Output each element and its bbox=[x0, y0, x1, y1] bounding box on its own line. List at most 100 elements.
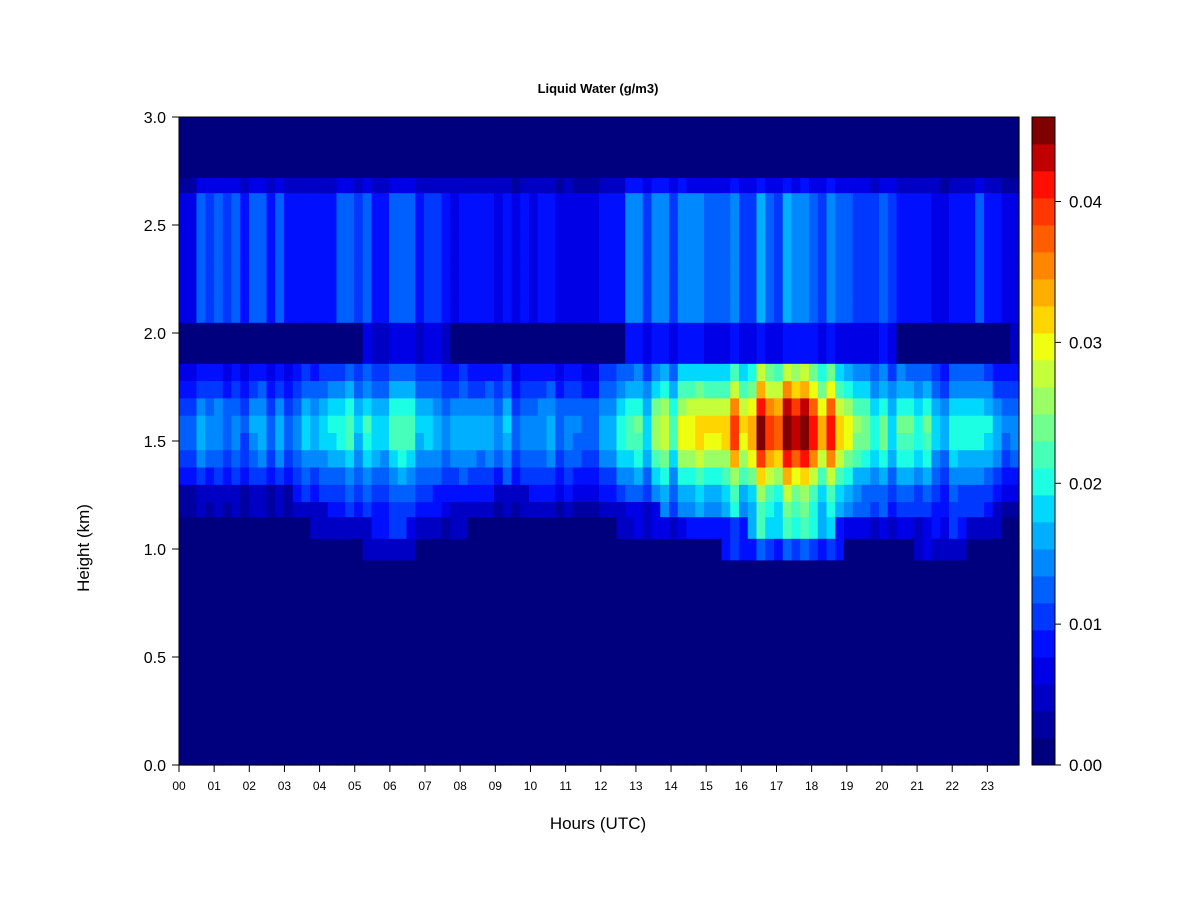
heatmap-cell bbox=[616, 449, 626, 468]
heatmap-cell bbox=[537, 214, 548, 237]
heatmap-cell bbox=[809, 466, 819, 485]
heatmap-cell bbox=[774, 117, 784, 179]
heatmap-cell bbox=[730, 322, 740, 345]
heatmap-cell bbox=[354, 214, 364, 237]
heatmap-cell bbox=[607, 343, 618, 364]
heatmap-cell bbox=[275, 192, 285, 215]
heatmap-cell bbox=[502, 279, 513, 302]
heatmap-cell bbox=[485, 322, 495, 345]
heatmap-cell bbox=[555, 484, 565, 503]
heatmap-cell bbox=[327, 397, 338, 416]
heatmap-cell bbox=[240, 117, 250, 179]
heatmap-cell bbox=[686, 235, 696, 258]
x-tick-label: 22 bbox=[946, 779, 960, 793]
heatmap-cell bbox=[826, 363, 836, 382]
heatmap-cell bbox=[905, 635, 915, 766]
heatmap-cell bbox=[835, 415, 845, 433]
heatmap-cell bbox=[476, 257, 486, 280]
heatmap-cell bbox=[494, 484, 504, 503]
heatmap-cell bbox=[354, 635, 364, 766]
heatmap-cell bbox=[266, 214, 276, 237]
heatmap-cell bbox=[240, 192, 250, 215]
heatmap-cell bbox=[371, 363, 381, 382]
heatmap-cell bbox=[992, 501, 1003, 518]
heatmap-cell bbox=[844, 343, 854, 364]
heatmap-cell bbox=[459, 397, 469, 416]
heatmap-cell bbox=[940, 516, 950, 539]
heatmap-cell bbox=[249, 501, 259, 518]
heatmap-cell bbox=[957, 559, 968, 636]
heatmap-cell bbox=[537, 192, 548, 215]
heatmap-cell bbox=[1010, 177, 1020, 194]
chart-title: Liquid Water (g/m3) bbox=[538, 81, 659, 96]
heatmap-cell bbox=[677, 466, 688, 485]
heatmap-cell bbox=[616, 432, 626, 451]
heatmap-cell bbox=[870, 415, 880, 433]
colorbar-swatch bbox=[1032, 495, 1055, 523]
heatmap-cell bbox=[896, 343, 906, 364]
heatmap-cell bbox=[362, 449, 373, 468]
heatmap-cell bbox=[949, 192, 959, 215]
heatmap-cell bbox=[502, 214, 513, 237]
heatmap-cell bbox=[187, 516, 198, 539]
heatmap-cell bbox=[590, 363, 600, 382]
heatmap-cell bbox=[940, 300, 950, 323]
heatmap-cell bbox=[922, 214, 933, 237]
heatmap-cell bbox=[354, 300, 364, 323]
heatmap-cell bbox=[896, 501, 906, 518]
heatmap-cell bbox=[179, 279, 189, 302]
heatmap-cell bbox=[625, 484, 635, 503]
heatmap-cell bbox=[222, 214, 233, 237]
heatmap-cell bbox=[581, 322, 591, 345]
heatmap-cell bbox=[922, 516, 933, 539]
heatmap-cell bbox=[336, 635, 346, 766]
heatmap-cell bbox=[459, 214, 469, 237]
heatmap-cell bbox=[809, 538, 819, 561]
heatmap-cell bbox=[362, 559, 373, 636]
heatmap-cell bbox=[310, 235, 320, 258]
heatmap-cell bbox=[380, 380, 390, 399]
heatmap-cell bbox=[292, 300, 303, 323]
heatmap-cell bbox=[196, 214, 206, 237]
heatmap-cell bbox=[327, 257, 338, 280]
heatmap-cell bbox=[397, 117, 408, 179]
heatmap-cell bbox=[362, 322, 373, 345]
heatmap-cell bbox=[319, 380, 329, 399]
heatmap-cell bbox=[765, 466, 775, 485]
colorbar-swatch bbox=[1032, 306, 1055, 334]
heatmap-cell bbox=[870, 322, 880, 345]
heatmap-cell bbox=[310, 279, 320, 302]
heatmap-cell bbox=[922, 343, 933, 364]
heatmap-cell bbox=[564, 559, 574, 636]
heatmap-cell bbox=[905, 117, 915, 179]
heatmap-cell bbox=[940, 432, 950, 451]
heatmap-cell bbox=[966, 635, 976, 766]
heatmap-cell bbox=[975, 177, 985, 194]
heatmap-cell bbox=[555, 516, 565, 539]
heatmap-cell bbox=[800, 635, 810, 766]
heatmap-cell bbox=[616, 300, 626, 323]
heatmap-cell bbox=[756, 235, 766, 258]
heatmap-cell bbox=[870, 397, 880, 416]
colorbar-swatch bbox=[1032, 171, 1055, 199]
heatmap-cell bbox=[214, 363, 224, 382]
heatmap-cell bbox=[214, 397, 224, 416]
heatmap-cell bbox=[599, 214, 609, 237]
heatmap-cell bbox=[301, 397, 311, 416]
heatmap-cell bbox=[459, 380, 469, 399]
heatmap-cell bbox=[371, 322, 381, 345]
heatmap-cell bbox=[187, 343, 198, 364]
heatmap-cell bbox=[817, 214, 828, 237]
heatmap-cell bbox=[852, 484, 863, 503]
heatmap-cell bbox=[721, 449, 731, 468]
heatmap-cell bbox=[301, 449, 311, 468]
heatmap-cell bbox=[940, 635, 950, 766]
heatmap-cell bbox=[1010, 363, 1020, 382]
heatmap-cell bbox=[730, 559, 740, 636]
heatmap-cell bbox=[266, 363, 276, 382]
heatmap-cell bbox=[266, 380, 276, 399]
heatmap-cell bbox=[1001, 449, 1011, 468]
heatmap-cell bbox=[835, 117, 845, 179]
heatmap-cell bbox=[642, 117, 653, 179]
heatmap-cell bbox=[887, 322, 898, 345]
